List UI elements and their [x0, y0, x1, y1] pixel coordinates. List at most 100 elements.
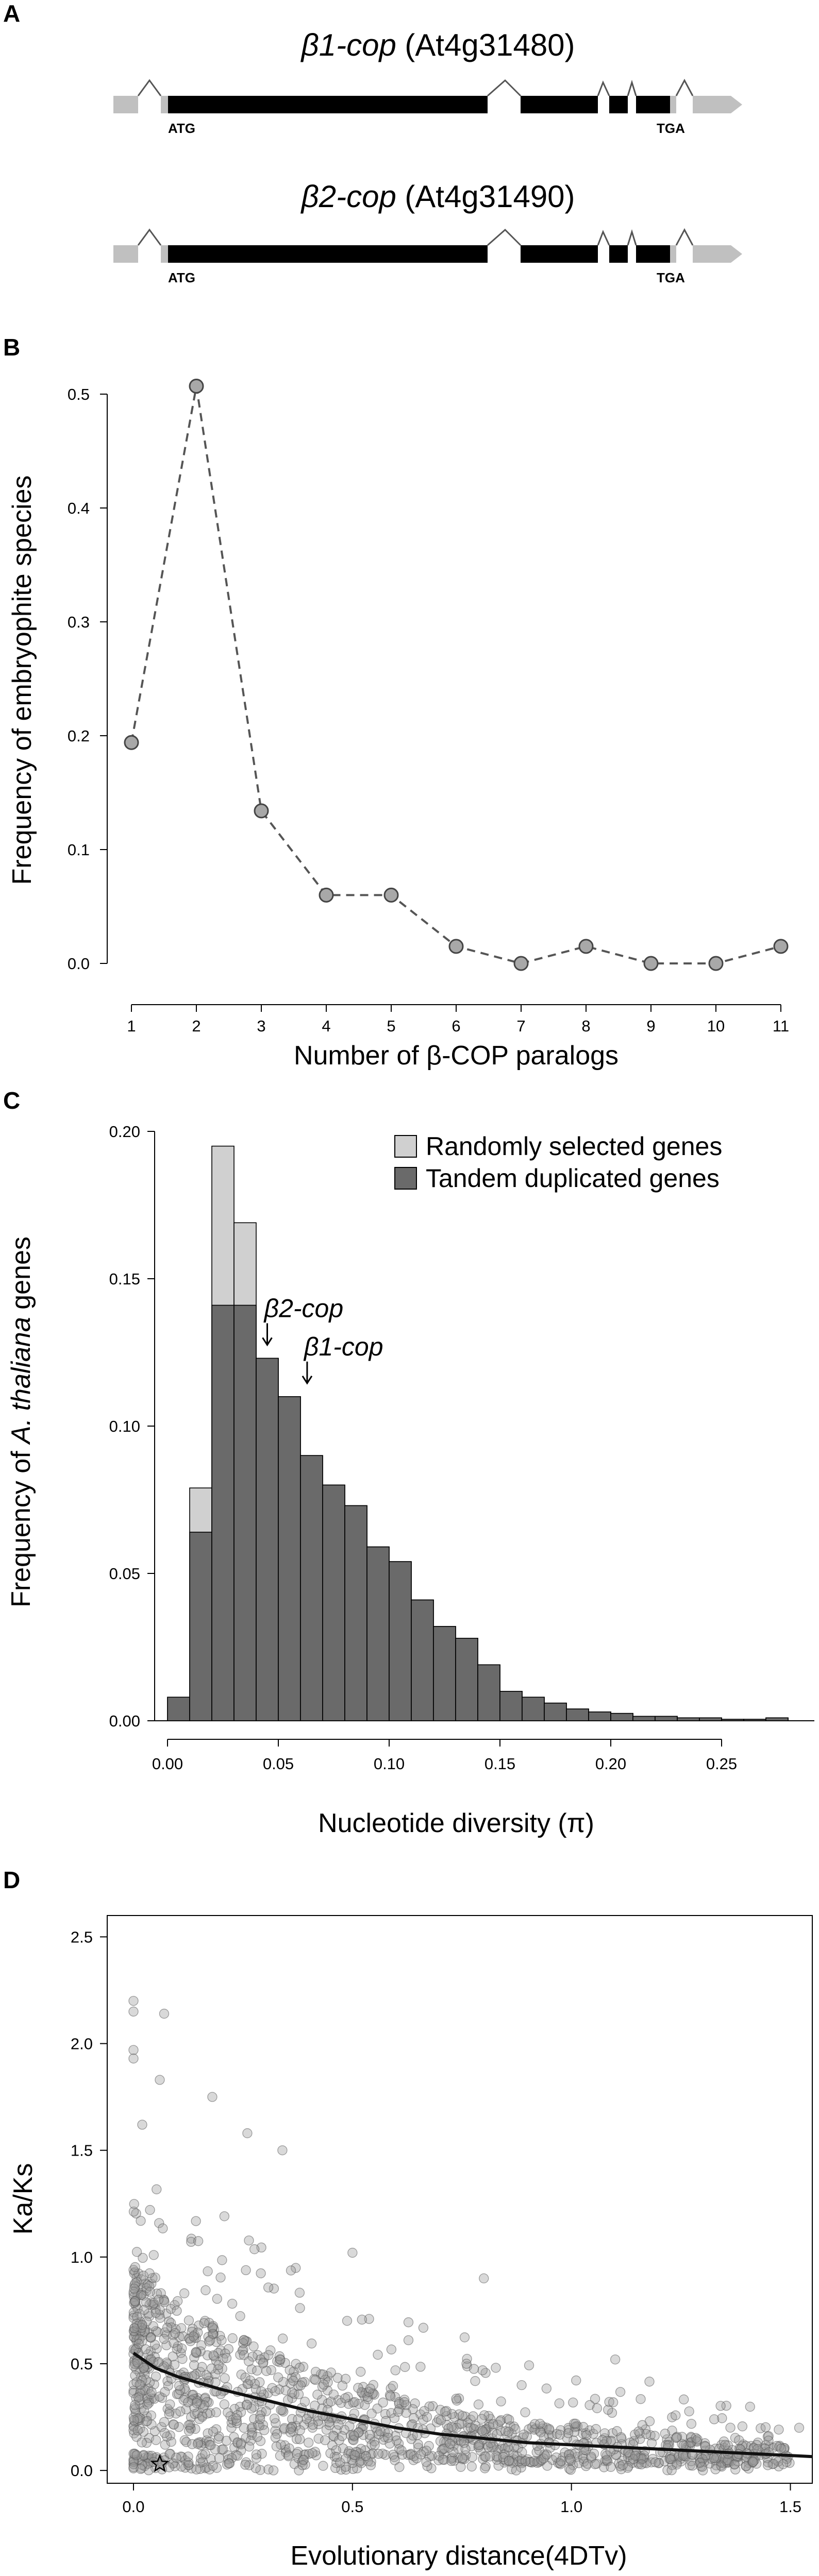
- scatter-point: [133, 2338, 144, 2349]
- y-tick-label-5: 0.5: [68, 385, 90, 403]
- scatter-point: [285, 2427, 296, 2437]
- scatter-point: [202, 2409, 212, 2419]
- scatter-point: [236, 2439, 246, 2450]
- scatter-point: [721, 2400, 731, 2411]
- legend-swatch-tandem: [394, 1167, 417, 1190]
- scatter-point: [774, 2425, 784, 2435]
- scatter-point: [436, 2415, 446, 2426]
- scatter-point: [484, 2451, 495, 2462]
- scatter-point: [206, 2440, 216, 2450]
- scatter-point: [192, 2439, 203, 2449]
- scatter-point: [244, 2460, 255, 2470]
- scatter-point: [130, 2400, 140, 2410]
- scatter-point: [530, 2419, 540, 2429]
- scatter-point: [522, 2431, 532, 2442]
- scatter-point: [343, 2392, 353, 2402]
- x-tick-label-2: 1.0: [560, 2498, 582, 2516]
- scatter-point: [341, 2453, 351, 2464]
- y-tick-label-4: 2.0: [71, 2035, 93, 2053]
- scatter-point: [143, 2349, 154, 2360]
- scatter-outlier-1: [128, 2006, 139, 2017]
- scatter-point: [470, 2376, 480, 2386]
- scatter-point: [271, 2441, 282, 2452]
- scatter-point: [130, 2262, 140, 2273]
- scatter-point: [459, 2437, 470, 2448]
- scatter-point: [188, 2331, 199, 2342]
- x-tick-label-1: 2: [192, 1017, 200, 1035]
- scatter-point: [715, 2401, 726, 2411]
- scatter-point: [751, 2439, 762, 2450]
- scatter-point: [457, 2411, 467, 2421]
- scatter-point: [183, 2460, 194, 2470]
- x-tick-label-4: 5: [387, 1017, 395, 1035]
- scatter-point: [591, 2424, 601, 2434]
- gene-model-beta2: β2-cop (At4g31490) ATG TGA: [113, 179, 742, 285]
- intron-3-beta2: [597, 230, 610, 246]
- x-tick-label-0: 0.00: [152, 1755, 183, 1773]
- scatter-outlier-6: [155, 2075, 165, 2085]
- scatter-point: [340, 2393, 350, 2403]
- x-axis-label: Number of β-COP paralogs: [294, 1041, 619, 1071]
- x-tick-label-6: 7: [516, 1017, 525, 1035]
- scatter-point: [473, 2440, 484, 2451]
- scatter-point: [151, 2371, 161, 2382]
- data-point-3: [254, 803, 269, 819]
- scatter-point: [710, 2464, 721, 2475]
- scatter-point: [212, 2294, 222, 2304]
- scatter-point: [422, 2461, 432, 2471]
- scatter-point: [332, 2372, 343, 2383]
- scatter-point: [709, 2453, 719, 2463]
- scatter-point: [193, 2236, 204, 2246]
- scatter-point: [285, 2365, 295, 2375]
- scatter-point: [166, 2322, 177, 2333]
- scatter-point: [273, 2372, 283, 2383]
- scatter-point: [565, 2465, 576, 2475]
- scatter-point: [204, 2336, 214, 2347]
- scatter-point: [356, 2444, 366, 2454]
- x-tick-label-3: 1.5: [779, 2498, 801, 2516]
- scatter-point: [186, 2236, 196, 2247]
- scatter-point: [131, 2247, 142, 2257]
- scatter-point: [144, 2268, 155, 2279]
- scatter-point: [536, 2427, 546, 2437]
- x-tick-label-0: 1: [127, 1017, 136, 1035]
- scatter-point: [168, 2351, 178, 2362]
- scatter-point: [477, 2365, 488, 2376]
- scatter-point: [291, 2434, 302, 2444]
- scatter-point: [139, 2304, 149, 2315]
- scatter-point: [240, 2460, 250, 2470]
- scatter-point: [365, 2383, 376, 2394]
- scatter-point: [324, 2417, 335, 2428]
- scatter-point: [630, 2450, 641, 2461]
- scatter-point: [159, 2417, 170, 2427]
- scatter-point: [477, 2426, 488, 2436]
- scatter-point: [270, 2413, 280, 2424]
- scatter-point: [604, 2397, 614, 2407]
- scatter-point: [310, 2447, 320, 2457]
- y-tick-label-1: 0.1: [68, 841, 90, 859]
- scatter-point: [342, 2316, 353, 2326]
- data-point-2: [189, 379, 204, 394]
- y-tick-label-1: 0.05: [109, 1565, 140, 1583]
- scatter-point: [416, 2449, 426, 2460]
- scatter-point: [516, 2380, 527, 2391]
- scatter-point: [390, 2365, 400, 2376]
- exon-4-beta2: [636, 245, 670, 263]
- scatter-point: [590, 2394, 600, 2404]
- scatter-point: [200, 2285, 211, 2295]
- scatter-point: [172, 2306, 182, 2316]
- scatter-point: [292, 2449, 302, 2459]
- scatter-point: [412, 2453, 422, 2464]
- scatter-point: [183, 2315, 194, 2326]
- y-tick-label-2: 1.0: [71, 2248, 93, 2266]
- scatter-point: [319, 2379, 329, 2390]
- y-tick-label-0: 0.0: [71, 2462, 93, 2480]
- scatter-point: [584, 2425, 595, 2435]
- scatter-point: [446, 2421, 457, 2432]
- scatter-point: [698, 2465, 708, 2476]
- scatter-point: [386, 2344, 397, 2354]
- scatter-point: [679, 2394, 689, 2404]
- scatter-point: [660, 2429, 670, 2439]
- scatter-point: [422, 2412, 432, 2422]
- scatter-point: [256, 2386, 266, 2397]
